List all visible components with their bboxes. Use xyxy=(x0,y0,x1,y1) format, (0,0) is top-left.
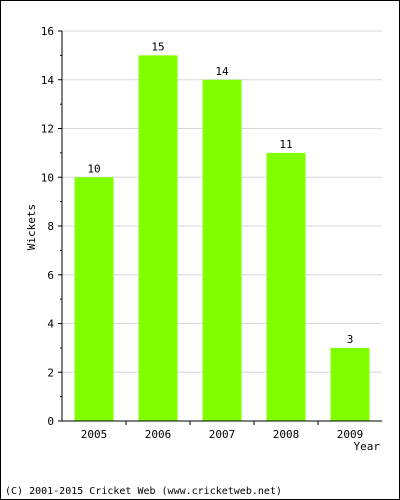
y-tick-label: 16 xyxy=(41,25,54,38)
axis-layer xyxy=(58,30,382,425)
y-tick-label: 10 xyxy=(41,171,54,184)
x-tick-label-2005: 2005 xyxy=(81,428,108,441)
data-label-2006: 15 xyxy=(151,40,164,53)
data-label-2008: 11 xyxy=(279,138,292,151)
x-tick-label-2007: 2007 xyxy=(209,428,236,441)
data-label-2007: 14 xyxy=(215,65,229,78)
y-tick-label: 6 xyxy=(47,269,54,282)
y-tick-label: 2 xyxy=(47,366,54,379)
bar-2009 xyxy=(330,347,370,421)
y-tick-label: 4 xyxy=(47,318,54,331)
x-tick-label-2006: 2006 xyxy=(145,428,172,441)
bar-2005 xyxy=(74,177,114,421)
copyright-notice: (C) 2001-2015 Cricket Web (www.cricketwe… xyxy=(5,486,282,497)
y-tick-label: 12 xyxy=(41,123,54,136)
y-tick-label: 14 xyxy=(41,74,55,87)
y-axis-title: Wickets xyxy=(25,204,38,250)
label-layer: 0 2 4 6 8 10 12 14 16 10 2005 15 2006 14 2007 11 2008 3 20… xyxy=(41,25,364,441)
bar-2006 xyxy=(138,55,178,421)
y-tick-label: 0 xyxy=(47,415,54,428)
x-axis-title: Year xyxy=(354,440,381,453)
y-tick-label: 8 xyxy=(47,220,54,233)
data-label-2005: 10 xyxy=(87,162,100,175)
x-tick-label-2008: 2008 xyxy=(273,428,300,441)
data-label-2009: 3 xyxy=(347,333,354,346)
x-tick-label-2009: 2009 xyxy=(337,428,364,441)
bar-layer xyxy=(74,55,370,421)
bar-2008 xyxy=(266,152,306,421)
bar-2007 xyxy=(202,79,242,421)
